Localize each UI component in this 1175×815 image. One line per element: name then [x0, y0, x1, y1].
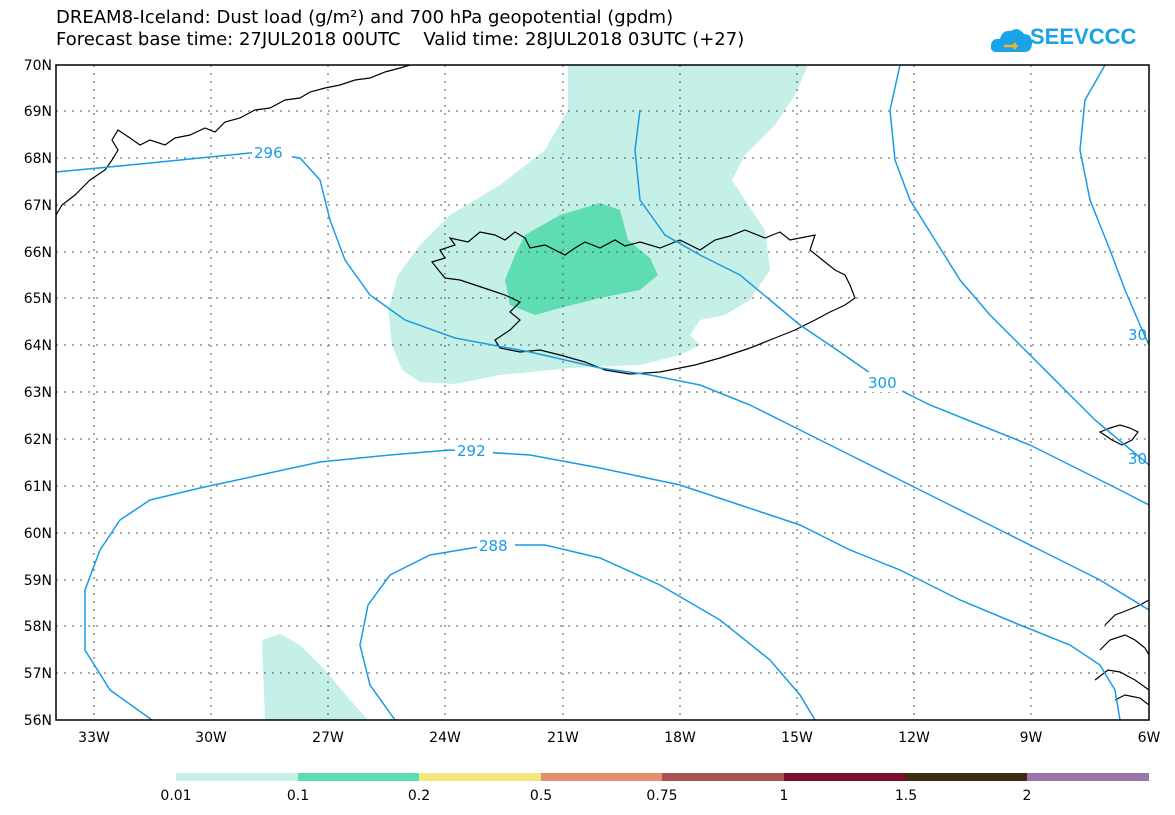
contour-label-292: 292 [457, 442, 486, 460]
colorbar [176, 773, 1149, 781]
colorbar-label: 0.2 [408, 788, 430, 804]
colorbar-swatch-3 [541, 773, 662, 781]
colorbar-swatch-0 [176, 773, 298, 781]
colorbar-label: 0.75 [646, 788, 677, 804]
contour-292 [84, 449, 1121, 720]
scotland-coast [1094, 599, 1149, 706]
colorbar-label: 0.5 [530, 788, 552, 804]
lon-label: 30W [195, 730, 227, 746]
contour-label-296: 296 [254, 144, 283, 162]
lon-label: 12W [898, 730, 930, 746]
contour-label-east-2: 30 [1128, 450, 1147, 468]
colorbar-swatch-6 [906, 773, 1027, 781]
lat-label: 59N [24, 573, 52, 589]
colorbar-label: 0.1 [287, 788, 309, 804]
colorbar-swatch-7 [1027, 773, 1149, 781]
lat-label: 58N [24, 619, 52, 635]
colorbar-labels: 0.01 0.1 0.2 0.5 0.75 1 1.5 2 [160, 788, 1031, 804]
contour-label-288: 288 [479, 537, 508, 555]
graticule [56, 65, 1149, 720]
lon-label: 24W [429, 730, 461, 746]
map-frame [55, 64, 1150, 721]
logo-text: SEEVCCC [1030, 24, 1137, 49]
map-title: DREAM8-Iceland: Dust load (g/m²) and 700… [56, 7, 674, 28]
contour-288 [359, 544, 816, 720]
contour-east-2 [1079, 65, 1149, 346]
faroe-coast [1098, 424, 1139, 446]
lat-label: 61N [24, 479, 52, 495]
map-subtitle: Forecast base time: 27JUL2018 00UTC Vali… [56, 29, 745, 50]
lat-label: 69N [24, 104, 52, 120]
lon-label: 33W [78, 730, 110, 746]
lat-label: 70N [24, 58, 52, 74]
colorbar-label: 2 [1023, 788, 1032, 804]
lat-label: 67N [24, 198, 52, 214]
dust-area-medium [505, 203, 658, 315]
lon-label: 18W [664, 730, 696, 746]
contour-296 [56, 151, 1149, 611]
lat-label: 65N [24, 291, 52, 307]
colorbar-label: 1.5 [895, 788, 917, 804]
lat-label: 63N [24, 385, 52, 401]
contour-label-east-1: 30 [1128, 326, 1147, 344]
longitude-labels: 33W 30W 27W 24W 21W 18W 15W 12W 9W 6W [78, 730, 1160, 746]
lon-label: 15W [781, 730, 813, 746]
lat-label: 66N [24, 245, 52, 261]
cloud-logo-icon [990, 29, 1032, 52]
geopotential-contours [56, 65, 1149, 720]
colorbar-swatch-1 [298, 773, 419, 781]
colorbar-label: 1 [780, 788, 789, 804]
greenland-coast [56, 65, 411, 216]
lon-label: 9W [1020, 730, 1043, 746]
latitude-labels: 70N 69N 68N 67N 66N 65N 64N 63N 62N 61N … [24, 58, 52, 729]
map-plot-area: 296 300 292 288 30 30 [56, 65, 1149, 720]
lat-label: 56N [24, 713, 52, 729]
contour-label-300: 300 [868, 374, 897, 392]
lat-label: 57N [24, 666, 52, 682]
lat-label: 68N [24, 151, 52, 167]
lon-label: 21W [547, 730, 579, 746]
contour-east-1 [889, 65, 1149, 466]
lon-label: 27W [312, 730, 344, 746]
colorbar-label: 0.01 [160, 788, 191, 804]
lat-label: 64N [24, 338, 52, 354]
colorbar-swatch-2 [419, 773, 541, 781]
lat-label: 60N [24, 526, 52, 542]
lon-label: 6W [1138, 730, 1161, 746]
colorbar-swatch-5 [784, 773, 906, 781]
colorbar-swatch-4 [662, 773, 784, 781]
contour-300 [634, 109, 1149, 506]
contour-labels: 296 300 292 288 30 30 [252, 142, 1147, 555]
lat-label: 62N [24, 432, 52, 448]
dust-area-low-south [262, 634, 369, 720]
